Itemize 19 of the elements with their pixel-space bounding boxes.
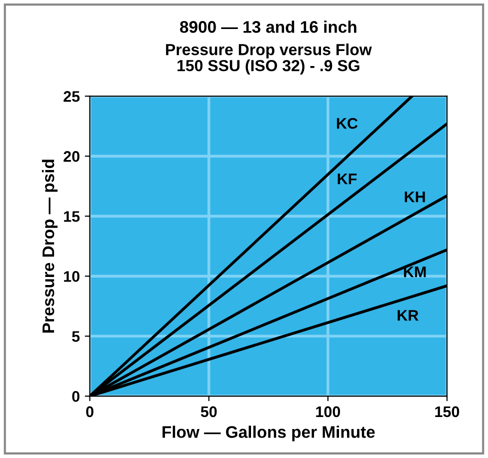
y-axis-title: Pressure Drop — psid <box>42 160 58 333</box>
series-label: KM <box>404 266 426 278</box>
x-tick-label: 0 <box>86 406 94 418</box>
x-tick-label: 50 <box>200 406 217 418</box>
series-label: KF <box>338 174 357 184</box>
chart-title: 8900 — 13 and 16 inch <box>180 20 356 33</box>
series-label: KC <box>336 118 358 129</box>
y-tick-label: 15 <box>64 211 80 222</box>
y-tick-label: 0 <box>72 391 80 402</box>
chart-subtitle: Pressure Drop versus Flow 150 SSU (ISO 32) - .9 SG <box>166 44 372 74</box>
y-tick-label: 20 <box>64 151 80 162</box>
y-tick-label: 25 <box>64 91 80 102</box>
x-tick-label: 100 <box>316 406 340 418</box>
x-axis-title: Flow — Gallons per Minute <box>162 426 375 442</box>
series-label: KH <box>404 192 425 202</box>
x-tick-label: 150 <box>435 406 460 418</box>
y-tick-label: 10 <box>64 271 80 282</box>
y-tick-label: 5 <box>72 331 80 342</box>
series-label: KR <box>398 310 418 321</box>
